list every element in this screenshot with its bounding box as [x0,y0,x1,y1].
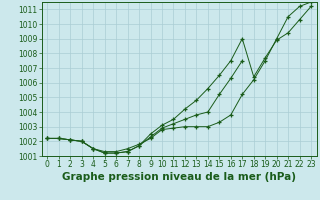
X-axis label: Graphe pression niveau de la mer (hPa): Graphe pression niveau de la mer (hPa) [62,172,296,182]
